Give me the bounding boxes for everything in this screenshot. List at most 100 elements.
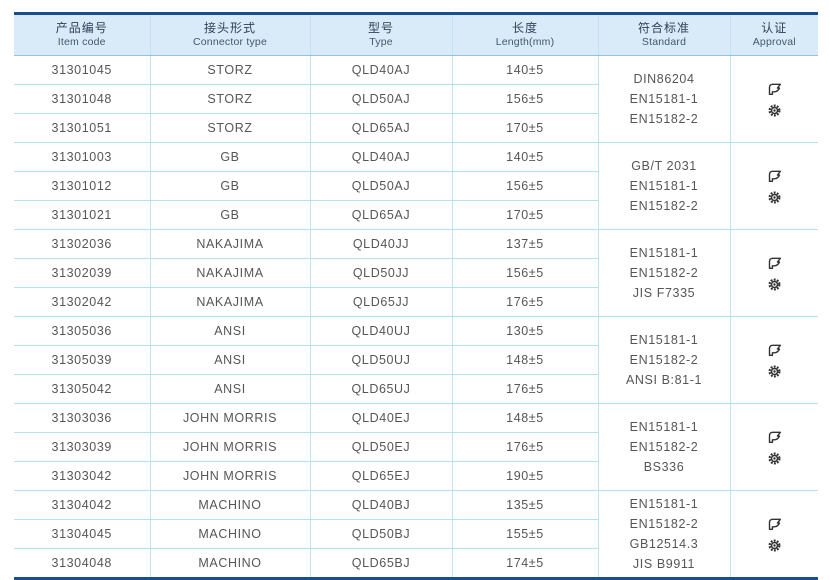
header-zh: 认证 (761, 21, 788, 35)
item-code-cell: 31301045 (14, 55, 150, 85)
type-cell: QLD50JJ (309, 258, 452, 288)
table-row: 31301045 STORZ QLD40AJ 140±5 DIN86204 EN… (14, 55, 818, 143)
item-code-cell: 31301003 (14, 142, 150, 172)
connector-type-cell: ANSI (149, 345, 310, 375)
standard-cell: DIN86204 EN15181-1 EN15182-2 (597, 55, 730, 143)
standard-line: DIN86204 (633, 72, 695, 86)
approval-cell (729, 142, 818, 230)
connector-type-cell: GB (149, 142, 310, 172)
cert-gear-badge-icon (767, 538, 782, 553)
table-row: 31303036 JOHN MORRIS QLD40EJ 148±5 EN151… (14, 403, 818, 491)
table-row: 31301012 GB QLD50AJ 156±5 (14, 171, 818, 201)
standard-line: EN15181-1 (629, 333, 699, 347)
column-header-connector-type: 接头形式 Connector type (149, 13, 310, 56)
cert-gear-badge-icon (767, 451, 782, 466)
table-row: 31302042 NAKAJIMA QLD65JJ 176±5 (14, 287, 818, 317)
item-code-cell: 31301048 (14, 84, 150, 114)
header-en: Connector type (192, 36, 267, 48)
item-code-cell: 31305039 (14, 345, 150, 375)
type-cell: QLD65JJ (309, 287, 452, 317)
connector-type-cell: MACHINO (149, 490, 310, 520)
approval-cell (729, 55, 818, 143)
type-cell: QLD40AJ (309, 142, 452, 172)
connector-type-cell: NAKAJIMA (149, 229, 310, 259)
approval-cell (729, 316, 818, 404)
header-en: Type (369, 36, 393, 48)
table-row: 31301021 GB QLD65AJ 170±5 (14, 200, 818, 230)
length-cell: 155±5 (451, 519, 598, 549)
item-code-cell: 31301012 (14, 171, 150, 201)
cert-gear-badge-icon (767, 190, 782, 205)
item-code-cell: 31305042 (14, 374, 150, 404)
connector-type-cell: STORZ (149, 84, 310, 114)
connector-type-cell: NAKAJIMA (149, 287, 310, 317)
standard-cell: GB/T 2031 EN15181-1 EN15182-2 (597, 142, 730, 230)
item-code-cell: 31304042 (14, 490, 150, 520)
table-row: 31305036 ANSI QLD40UJ 130±5 EN15181-1 EN… (14, 316, 818, 404)
connector-type-cell: MACHINO (149, 519, 310, 549)
table-row: 31301003 GB QLD40AJ 140±5 GB/T 2031 EN15… (14, 142, 818, 230)
table-row: 31304048 MACHINO QLD65BJ 174±5 (14, 548, 818, 579)
column-header-item-code: 产品编号 Item code (14, 13, 150, 56)
connector-type-cell: STORZ (149, 55, 310, 85)
item-code-cell: 31301051 (14, 113, 150, 143)
header-en: Standard (641, 36, 687, 48)
length-cell: 174±5 (451, 548, 598, 579)
standard-cell: EN15181-1 EN15182-2 ANSI B:81-1 (597, 316, 730, 404)
length-cell: 176±5 (451, 374, 598, 404)
header-en: Length(mm) (495, 36, 555, 48)
standard-line: EN15182-2 (629, 266, 699, 280)
standard-line: EN15182-2 (629, 517, 699, 531)
standard-line: EN15181-1 (629, 246, 699, 260)
cert-swoosh-logo-icon (766, 342, 783, 357)
product-spec-table: 产品编号 Item code 接头形式 Connector type 型号 Ty… (14, 12, 818, 580)
length-cell: 140±5 (451, 55, 598, 85)
column-header-standard: 符合标准 Standard (597, 13, 730, 56)
standard-line: EN15181-1 (629, 92, 699, 106)
length-cell: 170±5 (451, 200, 598, 230)
approval-cell (729, 229, 818, 317)
header-zh: 符合标准 (637, 21, 690, 35)
type-cell: QLD50BJ (309, 519, 452, 549)
standard-line: EN15182-2 (629, 353, 699, 367)
cert-swoosh-logo-icon (766, 516, 783, 531)
length-cell: 137±5 (451, 229, 598, 259)
length-cell: 176±5 (451, 287, 598, 317)
standard-line: EN15182-2 (629, 199, 699, 213)
standard-line: JIS B9911 (632, 557, 696, 571)
type-cell: QLD65UJ (309, 374, 452, 404)
type-cell: QLD40BJ (309, 490, 452, 520)
item-code-cell: 31301021 (14, 200, 150, 230)
type-cell: QLD50UJ (309, 345, 452, 375)
type-cell: QLD65EJ (309, 461, 452, 491)
table-row: 31301048 STORZ QLD50AJ 156±5 (14, 84, 818, 114)
header-en: Item code (57, 36, 106, 48)
table-row: 31304042 MACHINO QLD40BJ 135±5 EN15181-1… (14, 490, 818, 579)
approval-cell (729, 490, 818, 579)
cert-gear-badge-icon (767, 103, 782, 118)
cert-gear-badge-icon (767, 277, 782, 292)
standard-cell: EN15181-1 EN15182-2 GB12514.3 JIS B9911 (597, 490, 730, 579)
header-row: 产品编号 Item code 接头形式 Connector type 型号 Ty… (14, 13, 818, 56)
standard-line: EN15181-1 (629, 497, 699, 511)
length-cell: 156±5 (451, 171, 598, 201)
header-zh: 长度 (511, 21, 538, 35)
type-cell: QLD40JJ (309, 229, 452, 259)
length-cell: 170±5 (451, 113, 598, 143)
connector-type-cell: NAKAJIMA (149, 258, 310, 288)
cert-swoosh-logo-icon (766, 255, 783, 270)
type-cell: QLD50AJ (309, 171, 452, 201)
connector-type-cell: GB (149, 171, 310, 201)
length-cell: 156±5 (451, 258, 598, 288)
connector-type-cell: JOHN MORRIS (149, 403, 310, 433)
table-row: 31301051 STORZ QLD65AJ 170±5 (14, 113, 818, 143)
connector-type-cell: ANSI (149, 316, 310, 346)
column-header-approval: 认证 Approval (729, 13, 818, 56)
table-row: 31304045 MACHINO QLD50BJ 155±5 (14, 519, 818, 549)
item-code-cell: 31302036 (14, 229, 150, 259)
column-header-type: 型号 Type (309, 13, 452, 56)
standard-line: EN15182-2 (629, 112, 699, 126)
standard-line: ANSI B:81-1 (625, 373, 703, 387)
connector-type-cell: STORZ (149, 113, 310, 143)
header-zh: 接头形式 (203, 21, 256, 35)
